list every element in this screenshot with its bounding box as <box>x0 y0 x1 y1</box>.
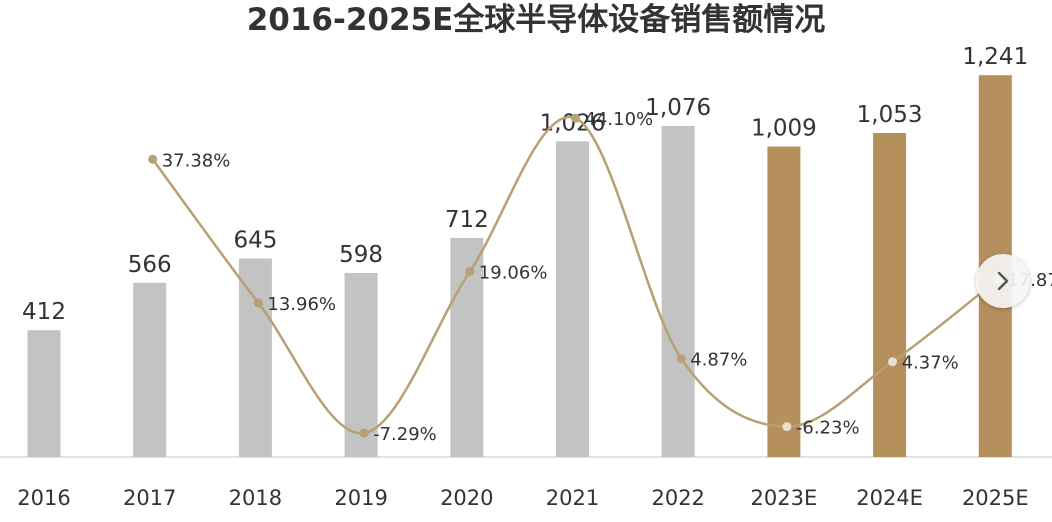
bar-value-label-2025E: 1,241 <box>962 44 1028 70</box>
chevron-right-icon <box>997 271 1009 291</box>
bar-value-label-2016: 412 <box>22 299 66 325</box>
bar-2018 <box>238 258 272 457</box>
growth-point-2019 <box>359 428 369 438</box>
bar-value-label-2021: 1,026 <box>540 110 606 136</box>
growth-rate-labels: 37.38% 13.96% -7.29% 19.06% 44.10% 4.87% -6.23… <box>162 109 1052 445</box>
growth-rate-curve <box>151 115 1000 435</box>
bar-value-label-2020: 712 <box>445 207 489 233</box>
x-tick-2021: 2021 <box>546 486 599 510</box>
growth-point-2024E <box>888 357 898 367</box>
growth-label-2024E: 4.37% <box>902 353 959 374</box>
bar-2021 <box>556 141 589 458</box>
growth-label-2021: 44.10% <box>585 109 654 130</box>
x-axis-ticks: 2016 2017 2018 2019 2020 2021 2022 2023E 2024E 20… <box>17 486 1028 510</box>
growth-label-2020: 19.06% <box>479 263 548 284</box>
growth-point-2017 <box>148 154 158 164</box>
bar-2019 <box>344 273 378 457</box>
growth-point-2020 <box>465 267 475 277</box>
x-tick-2023E: 2023E <box>751 486 818 510</box>
next-image-button[interactable] <box>976 254 1030 308</box>
bar-2022 <box>661 125 695 458</box>
growth-label-2018: 13.96% <box>267 294 336 315</box>
bar-value-label-2017: 566 <box>128 252 172 278</box>
x-tick-2024E: 2024E <box>856 486 923 510</box>
growth-label-2017: 37.38% <box>162 150 231 171</box>
growth-point-2018 <box>253 298 263 308</box>
bar-2016 <box>27 330 61 457</box>
x-tick-2025E: 2025E <box>962 486 1029 510</box>
bar-value-label-2023E: 1,009 <box>751 116 817 142</box>
bar-2023E <box>767 146 801 457</box>
bar-value-label-2018: 645 <box>233 228 277 254</box>
x-tick-2018: 2018 <box>229 486 282 510</box>
x-tick-2017: 2017 <box>123 486 176 510</box>
growth-label-2022: 4.87% <box>690 350 747 371</box>
x-tick-2022: 2022 <box>651 486 704 510</box>
x-tick-2019: 2019 <box>334 486 387 510</box>
sales-value-labels: 412 566 645 598 712 1,026 1,076 1,009 1,053 1,241 <box>22 44 1028 325</box>
bar-value-label-2019: 598 <box>339 242 383 268</box>
chart-title: 2016-2025E全球半导体设备销售额情况 <box>247 2 826 38</box>
bar-2017 <box>133 282 167 457</box>
growth-point-2023E <box>782 422 792 432</box>
x-tick-2016: 2016 <box>17 486 70 510</box>
growth-point-2021 <box>571 113 580 123</box>
x-tick-2020: 2020 <box>440 486 493 510</box>
growth-label-2019: -7.29% <box>373 424 437 445</box>
growth-label-2023E: -6.23% <box>796 418 860 439</box>
bar-value-label-2022: 1,076 <box>645 95 711 121</box>
bar-value-label-2024E: 1,053 <box>857 102 923 128</box>
growth-point-2022 <box>676 354 686 364</box>
bar-2024E <box>873 133 907 457</box>
